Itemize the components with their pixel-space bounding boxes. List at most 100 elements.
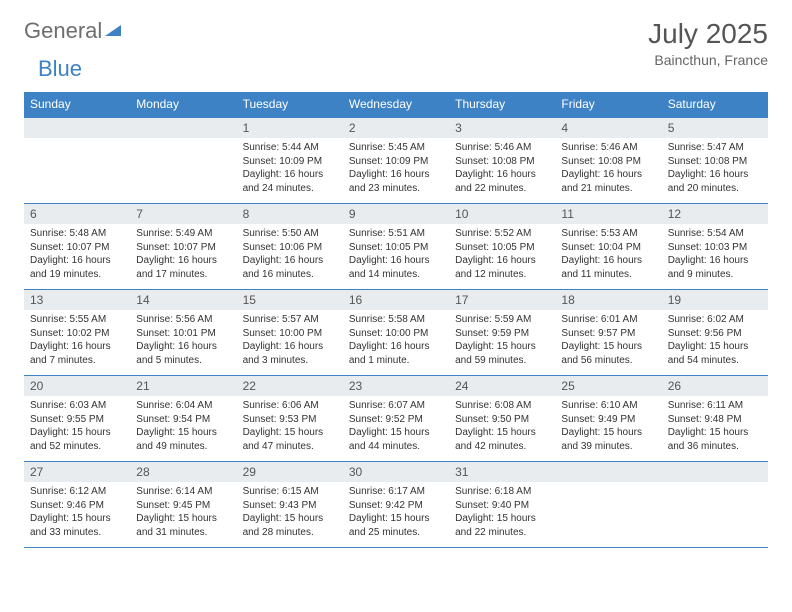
daylight2-text: and 22 minutes. [455,182,549,196]
sunset-text: Sunset: 10:07 PM [136,241,230,255]
day-cell: Sunrise: 6:15 AMSunset: 9:43 PMDaylight:… [237,482,343,548]
daynum-row: 12345 [24,118,768,139]
day-number: 3 [449,118,555,139]
daylight1-text: Daylight: 15 hours [349,512,443,526]
day-cell [130,138,236,204]
day-cell: Sunrise: 6:06 AMSunset: 9:53 PMDaylight:… [237,396,343,462]
sunset-text: Sunset: 10:09 PM [243,155,337,169]
sunset-text: Sunset: 10:07 PM [30,241,124,255]
sunrise-text: Sunrise: 5:46 AM [561,141,655,155]
sunrise-text: Sunrise: 6:10 AM [561,399,655,413]
daylight2-text: and 24 minutes. [243,182,337,196]
daylight2-text: and 17 minutes. [136,268,230,282]
weekday-header: Saturday [662,92,768,117]
daylight1-text: Daylight: 15 hours [455,512,549,526]
sunset-text: Sunset: 9:52 PM [349,413,443,427]
day-number [555,462,661,483]
daylight2-text: and 54 minutes. [668,354,762,368]
day-number: 8 [237,204,343,225]
daylight1-text: Daylight: 16 hours [349,168,443,182]
daylight1-text: Daylight: 16 hours [30,340,124,354]
daylight1-text: Daylight: 16 hours [561,254,655,268]
day-cell: Sunrise: 5:45 AMSunset: 10:09 PMDaylight… [343,138,449,204]
day-number: 11 [555,204,661,225]
details-row: Sunrise: 6:12 AMSunset: 9:46 PMDaylight:… [24,482,768,548]
sunrise-text: Sunrise: 5:47 AM [668,141,762,155]
sunset-text: Sunset: 9:48 PM [668,413,762,427]
day-number: 17 [449,290,555,311]
day-cell: Sunrise: 5:59 AMSunset: 9:59 PMDaylight:… [449,310,555,376]
sunset-text: Sunset: 10:06 PM [243,241,337,255]
daylight1-text: Daylight: 15 hours [349,426,443,440]
sunset-text: Sunset: 10:02 PM [30,327,124,341]
sunrise-text: Sunrise: 6:06 AM [243,399,337,413]
sunset-text: Sunset: 9:45 PM [136,499,230,513]
day-number: 21 [130,376,236,397]
day-number: 18 [555,290,661,311]
day-cell: Sunrise: 6:02 AMSunset: 9:56 PMDaylight:… [662,310,768,376]
daylight1-text: Daylight: 16 hours [136,254,230,268]
daylight1-text: Daylight: 15 hours [668,426,762,440]
daylight2-text: and 52 minutes. [30,440,124,454]
day-cell: Sunrise: 6:10 AMSunset: 9:49 PMDaylight:… [555,396,661,462]
title-block: July 2025 Baincthun, France [648,18,768,68]
sunset-text: Sunset: 10:08 PM [455,155,549,169]
daylight1-text: Daylight: 15 hours [668,340,762,354]
sunset-text: Sunset: 10:01 PM [136,327,230,341]
daylight2-text: and 28 minutes. [243,526,337,540]
sunset-text: Sunset: 10:05 PM [349,241,443,255]
daylight2-text: and 7 minutes. [30,354,124,368]
daylight2-text: and 31 minutes. [136,526,230,540]
daynum-row: 20212223242526 [24,376,768,397]
daylight1-text: Daylight: 15 hours [30,426,124,440]
daynum-row: 13141516171819 [24,290,768,311]
daylight1-text: Daylight: 16 hours [668,254,762,268]
day-number: 5 [662,118,768,139]
daylight2-text: and 20 minutes. [668,182,762,196]
day-number: 19 [662,290,768,311]
day-cell: Sunrise: 6:17 AMSunset: 9:42 PMDaylight:… [343,482,449,548]
sunrise-text: Sunrise: 5:58 AM [349,313,443,327]
daylight2-text: and 33 minutes. [30,526,124,540]
sunrise-text: Sunrise: 5:50 AM [243,227,337,241]
day-number: 9 [343,204,449,225]
sunrise-text: Sunrise: 5:45 AM [349,141,443,155]
daylight2-text: and 59 minutes. [455,354,549,368]
sunrise-text: Sunrise: 5:49 AM [136,227,230,241]
daylight2-text: and 47 minutes. [243,440,337,454]
sunset-text: Sunset: 10:05 PM [455,241,549,255]
day-number: 22 [237,376,343,397]
sunset-text: Sunset: 9:53 PM [243,413,337,427]
sunrise-text: Sunrise: 6:02 AM [668,313,762,327]
day-number [130,118,236,139]
sunset-text: Sunset: 10:00 PM [243,327,337,341]
logo-text-part1: General [24,18,102,44]
day-cell: Sunrise: 5:57 AMSunset: 10:00 PMDaylight… [237,310,343,376]
brand-logo: General [24,18,123,44]
day-number: 16 [343,290,449,311]
sunrise-text: Sunrise: 5:52 AM [455,227,549,241]
day-cell: Sunrise: 6:11 AMSunset: 9:48 PMDaylight:… [662,396,768,462]
sunrise-text: Sunrise: 6:14 AM [136,485,230,499]
daylight2-text: and 9 minutes. [668,268,762,282]
day-cell: Sunrise: 5:46 AMSunset: 10:08 PMDaylight… [555,138,661,204]
sunset-text: Sunset: 10:03 PM [668,241,762,255]
daylight1-text: Daylight: 16 hours [455,254,549,268]
day-cell [555,482,661,548]
day-number: 7 [130,204,236,225]
day-number [24,118,130,139]
day-cell [24,138,130,204]
day-cell [662,482,768,548]
daylight1-text: Daylight: 16 hours [349,340,443,354]
weekday-header: Friday [555,92,661,117]
sunset-text: Sunset: 9:46 PM [30,499,124,513]
logo-triangle-icon [105,22,121,41]
sunset-text: Sunset: 9:54 PM [136,413,230,427]
day-number: 23 [343,376,449,397]
daylight1-text: Daylight: 16 hours [243,168,337,182]
day-number: 14 [130,290,236,311]
sunset-text: Sunset: 9:57 PM [561,327,655,341]
daylight1-text: Daylight: 15 hours [30,512,124,526]
day-cell: Sunrise: 6:12 AMSunset: 9:46 PMDaylight:… [24,482,130,548]
daylight2-text: and 23 minutes. [349,182,443,196]
